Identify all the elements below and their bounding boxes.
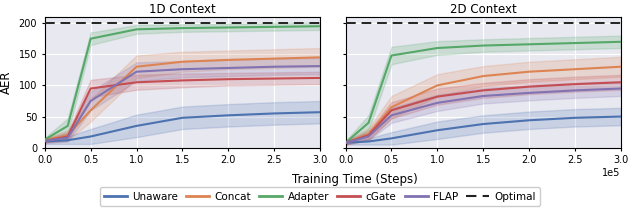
- Title: 2D Context: 2D Context: [450, 3, 516, 16]
- Text: 1e5: 1e5: [602, 168, 621, 179]
- Y-axis label: AER: AER: [0, 70, 13, 94]
- Text: Training Time (Steps): Training Time (Steps): [292, 173, 418, 186]
- Title: 1D Context: 1D Context: [149, 3, 216, 16]
- Legend: Unaware, Concat, Adapter, cGate, FLAP, Optimal: Unaware, Concat, Adapter, cGate, FLAP, O…: [100, 187, 540, 206]
